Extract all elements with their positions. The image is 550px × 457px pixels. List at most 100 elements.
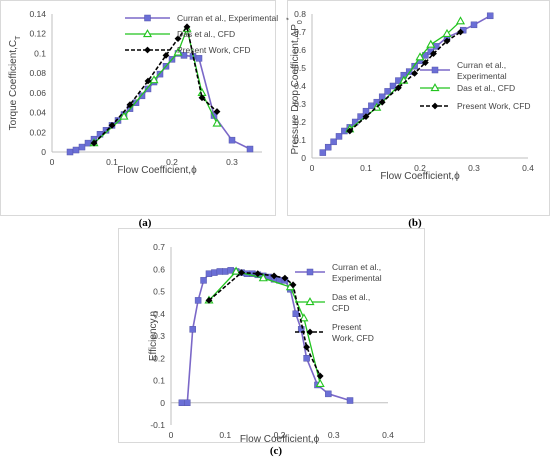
y-axis-title-subscript: 0 — [297, 20, 304, 24]
y-axis-title: Efficiency,η — [148, 311, 159, 361]
y-tick-label: 0.06 — [29, 88, 46, 98]
legend-label-line: Curran et al., Experimental — [177, 13, 278, 23]
panel-label-b: (b) — [408, 217, 422, 229]
legend-label-line: CFD — [332, 303, 349, 313]
y-tick-label: 0.14 — [29, 9, 46, 19]
data-point — [162, 52, 170, 59]
legend-label: Das et al., CFD — [332, 292, 370, 313]
data-point — [198, 94, 206, 102]
y-tick-label: 0.1 — [153, 376, 165, 386]
y-tick-label: 0.08 — [29, 68, 46, 78]
series-line-2 — [208, 270, 321, 384]
legend-label-line: Curran et al., — [332, 262, 381, 272]
data-point — [299, 313, 309, 322]
data-point — [205, 270, 213, 277]
legend-marker — [306, 268, 314, 276]
data-point — [66, 148, 74, 156]
legend-marker — [142, 29, 153, 38]
panel-b-frame — [287, 0, 550, 216]
y-tick-label: 0.2 — [153, 353, 165, 363]
data-point — [289, 281, 297, 289]
data-point — [303, 343, 311, 351]
legend-label: Curran et al., Experimental — [177, 13, 278, 23]
legend-label-line: Experimental — [332, 273, 382, 283]
x-axis-title: Flow Coefficient,ϕ — [240, 434, 320, 445]
data-point — [316, 372, 324, 380]
data-point — [292, 310, 300, 317]
x-axis-title: Flow Coefficient,ϕ — [117, 165, 197, 176]
y-tick-label: 0.1 — [294, 135, 306, 145]
legend-marker — [431, 66, 439, 74]
data-point — [90, 139, 98, 147]
data-point — [330, 138, 337, 146]
data-point — [378, 98, 386, 106]
data-point — [216, 268, 224, 275]
data-point — [335, 133, 343, 140]
data-point — [325, 390, 332, 398]
x-tick-label: 0.2 — [166, 157, 178, 167]
x-tick-label: 0.3 — [468, 163, 480, 173]
data-point — [149, 75, 159, 84]
y-tick-label: 0.4 — [153, 309, 165, 319]
legend-label-line: Curran et al., — [457, 60, 506, 70]
y-tick-label: -0.1 — [150, 420, 165, 430]
data-point — [194, 297, 202, 304]
legend-label-line: Experimental — [457, 71, 507, 81]
legend-label: Present Work, CFD — [332, 322, 374, 343]
legend-label: Present Work, CFD — [177, 45, 251, 55]
y-tick-label: 0.7 — [294, 27, 306, 37]
data-point — [173, 47, 183, 56]
data-point — [303, 355, 310, 362]
y-tick-label: 0.3 — [153, 331, 165, 341]
data-point — [368, 102, 375, 110]
data-point — [200, 277, 207, 284]
data-point — [78, 143, 86, 151]
data-point — [270, 272, 278, 280]
data-point — [346, 397, 354, 404]
chart-efficiency: 0 0.1 0.2 0.3 0.4 -0.1 0 0.1 0.2 0.3 0.4 0.5 0.6 0.7 F… — [148, 242, 394, 445]
legend: Curran et al., Experimental Das et al., CF… — [420, 60, 531, 111]
y-tick-label: 0.02 — [29, 127, 46, 137]
legend-label-line: Work, CFD — [332, 333, 374, 343]
data-point — [254, 270, 262, 278]
legend-marker — [431, 102, 439, 110]
y-tick-label: 0.6 — [153, 264, 165, 274]
data-point — [212, 118, 222, 127]
data-point — [346, 127, 354, 135]
data-point — [422, 52, 429, 59]
legend-label: Das et al., CFD — [457, 83, 515, 93]
legend-marker — [144, 46, 151, 54]
data-point — [411, 70, 418, 77]
x-axis-title: Flow Coefficient,ϕ — [380, 171, 460, 182]
data-point — [426, 39, 436, 48]
data-point — [228, 136, 236, 144]
data-point — [195, 55, 203, 62]
data-point — [227, 267, 234, 274]
x-tick-label: 0.4 — [382, 430, 394, 440]
legend: Curran et al., Experimental Das et al., CFD… — [295, 262, 382, 343]
y-tick-label: 0.12 — [29, 29, 46, 39]
data-point — [389, 82, 397, 90]
x-tick-label: 0 — [50, 157, 55, 167]
y-tick-label: 0.8 — [294, 9, 306, 19]
y-tick-label: 0.5 — [153, 287, 165, 297]
panel-label-c: (c) — [270, 445, 283, 457]
data-point — [324, 143, 332, 151]
legend-label-line: Present Work, CFD — [457, 101, 531, 111]
data-point — [119, 111, 129, 120]
y-tick-label: 0.5 — [294, 63, 306, 73]
data-point — [415, 52, 425, 61]
data-point — [178, 399, 186, 406]
data-point — [72, 146, 80, 154]
x-tick-label: 0 — [310, 163, 315, 173]
data-point — [231, 266, 241, 275]
x-tick-label: 0.1 — [360, 163, 372, 173]
y-tick-label: 0.1 — [34, 48, 46, 58]
data-point — [486, 12, 494, 20]
legend-marker — [305, 297, 315, 306]
data-point — [457, 28, 464, 36]
y-axis-title-subscript: T — [15, 35, 22, 40]
y-axis-title: Torque Coefficient,CT — [8, 35, 22, 130]
data-point — [470, 21, 478, 29]
legend-label-line: Das et al., CFD — [177, 29, 235, 39]
